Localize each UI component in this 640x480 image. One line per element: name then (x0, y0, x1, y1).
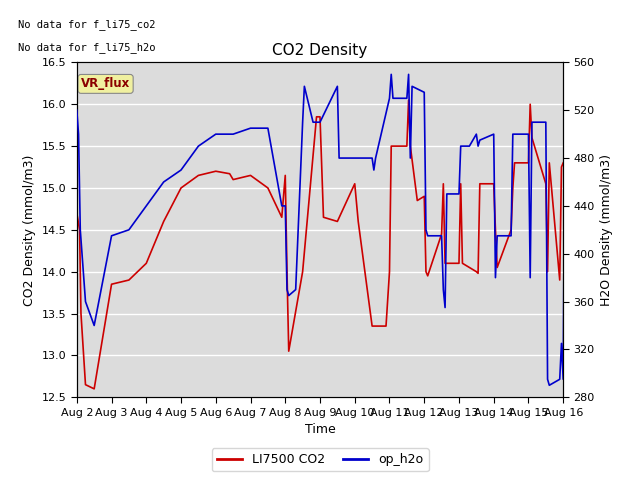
Title: CO2 Density: CO2 Density (273, 44, 367, 59)
Text: VR_flux: VR_flux (81, 77, 130, 90)
Legend: LI7500 CO2, op_h2o: LI7500 CO2, op_h2o (211, 448, 429, 471)
Text: No data for f_li75_co2: No data for f_li75_co2 (19, 19, 156, 30)
Y-axis label: H2O Density (mmol/m3): H2O Density (mmol/m3) (600, 154, 613, 306)
X-axis label: Time: Time (305, 423, 335, 436)
Y-axis label: CO2 Density (mmol/m3): CO2 Density (mmol/m3) (23, 154, 36, 305)
Text: No data for f_li75_h2o: No data for f_li75_h2o (19, 42, 156, 53)
